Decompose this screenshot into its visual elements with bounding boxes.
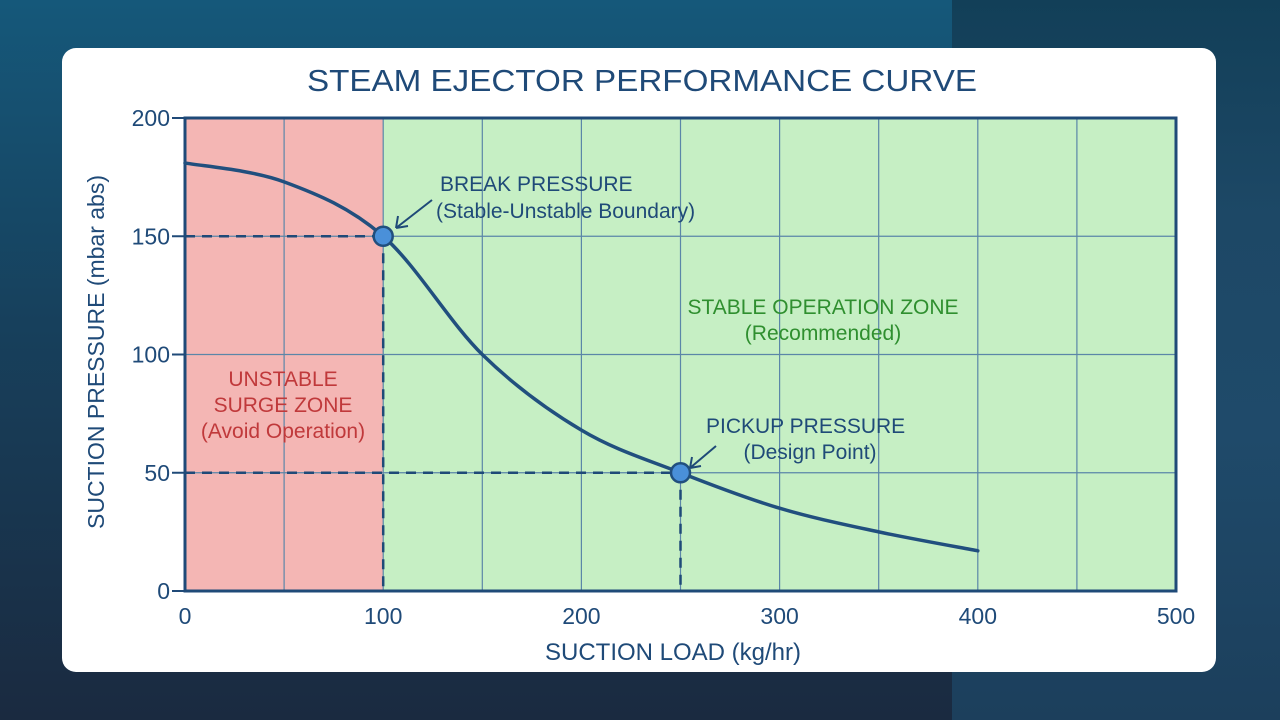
stable-zone-line2: (Recommended): [745, 322, 901, 345]
pickup-pressure-label: PICKUP PRESSURE: [706, 415, 905, 438]
unstable-zone-line3: (Avoid Operation): [201, 420, 365, 443]
stable-zone-line1: STABLE OPERATION ZONE: [687, 296, 958, 319]
break-pressure-point: [372, 225, 394, 247]
break-pressure-annotation: BREAK PRESSURE (Stable-Unstable Boundary…: [395, 173, 695, 229]
pickup-pressure-point: [669, 462, 692, 484]
y-axis-label: SUCTION PRESSURE (mbar abs): [83, 175, 109, 529]
break-pressure-label: BREAK PRESSURE: [440, 173, 633, 196]
break-pressure-sublabel: (Stable-Unstable Boundary): [436, 200, 695, 223]
x-tick-label: 200: [562, 603, 600, 629]
x-tick-label: 0: [179, 603, 192, 629]
break-arrow-icon: [395, 199, 433, 229]
y-tick-label: 150: [132, 223, 170, 249]
x-tick-label: 400: [959, 603, 997, 629]
y-tick-label: 100: [132, 342, 170, 368]
y-tick-label: 0: [157, 578, 170, 604]
pickup-arrow-icon: [689, 445, 717, 469]
chart-title: STEAM EJECTOR PERFORMANCE CURVE: [307, 63, 977, 98]
x-tick-label: 300: [760, 603, 798, 629]
unstable-zone-line2: SURGE ZONE: [214, 394, 353, 417]
unstable-zone-line1: UNSTABLE: [228, 368, 337, 391]
y-tick-label: 200: [132, 105, 170, 131]
x-tick-label: 500: [1157, 603, 1195, 629]
unstable-zone-label: UNSTABLE SURGE ZONE (Avoid Operation): [201, 368, 365, 443]
x-axis-label: SUCTION LOAD (kg/hr): [545, 639, 801, 666]
y-tick-label: 50: [144, 460, 170, 486]
stable-zone-label: STABLE OPERATION ZONE (Recommended): [687, 296, 958, 345]
performance-curve: [183, 161, 980, 553]
pickup-pressure-annotation: PICKUP PRESSURE (Design Point): [689, 415, 905, 469]
x-tick-label: 100: [364, 603, 402, 629]
pickup-pressure-sublabel: (Design Point): [743, 441, 876, 464]
